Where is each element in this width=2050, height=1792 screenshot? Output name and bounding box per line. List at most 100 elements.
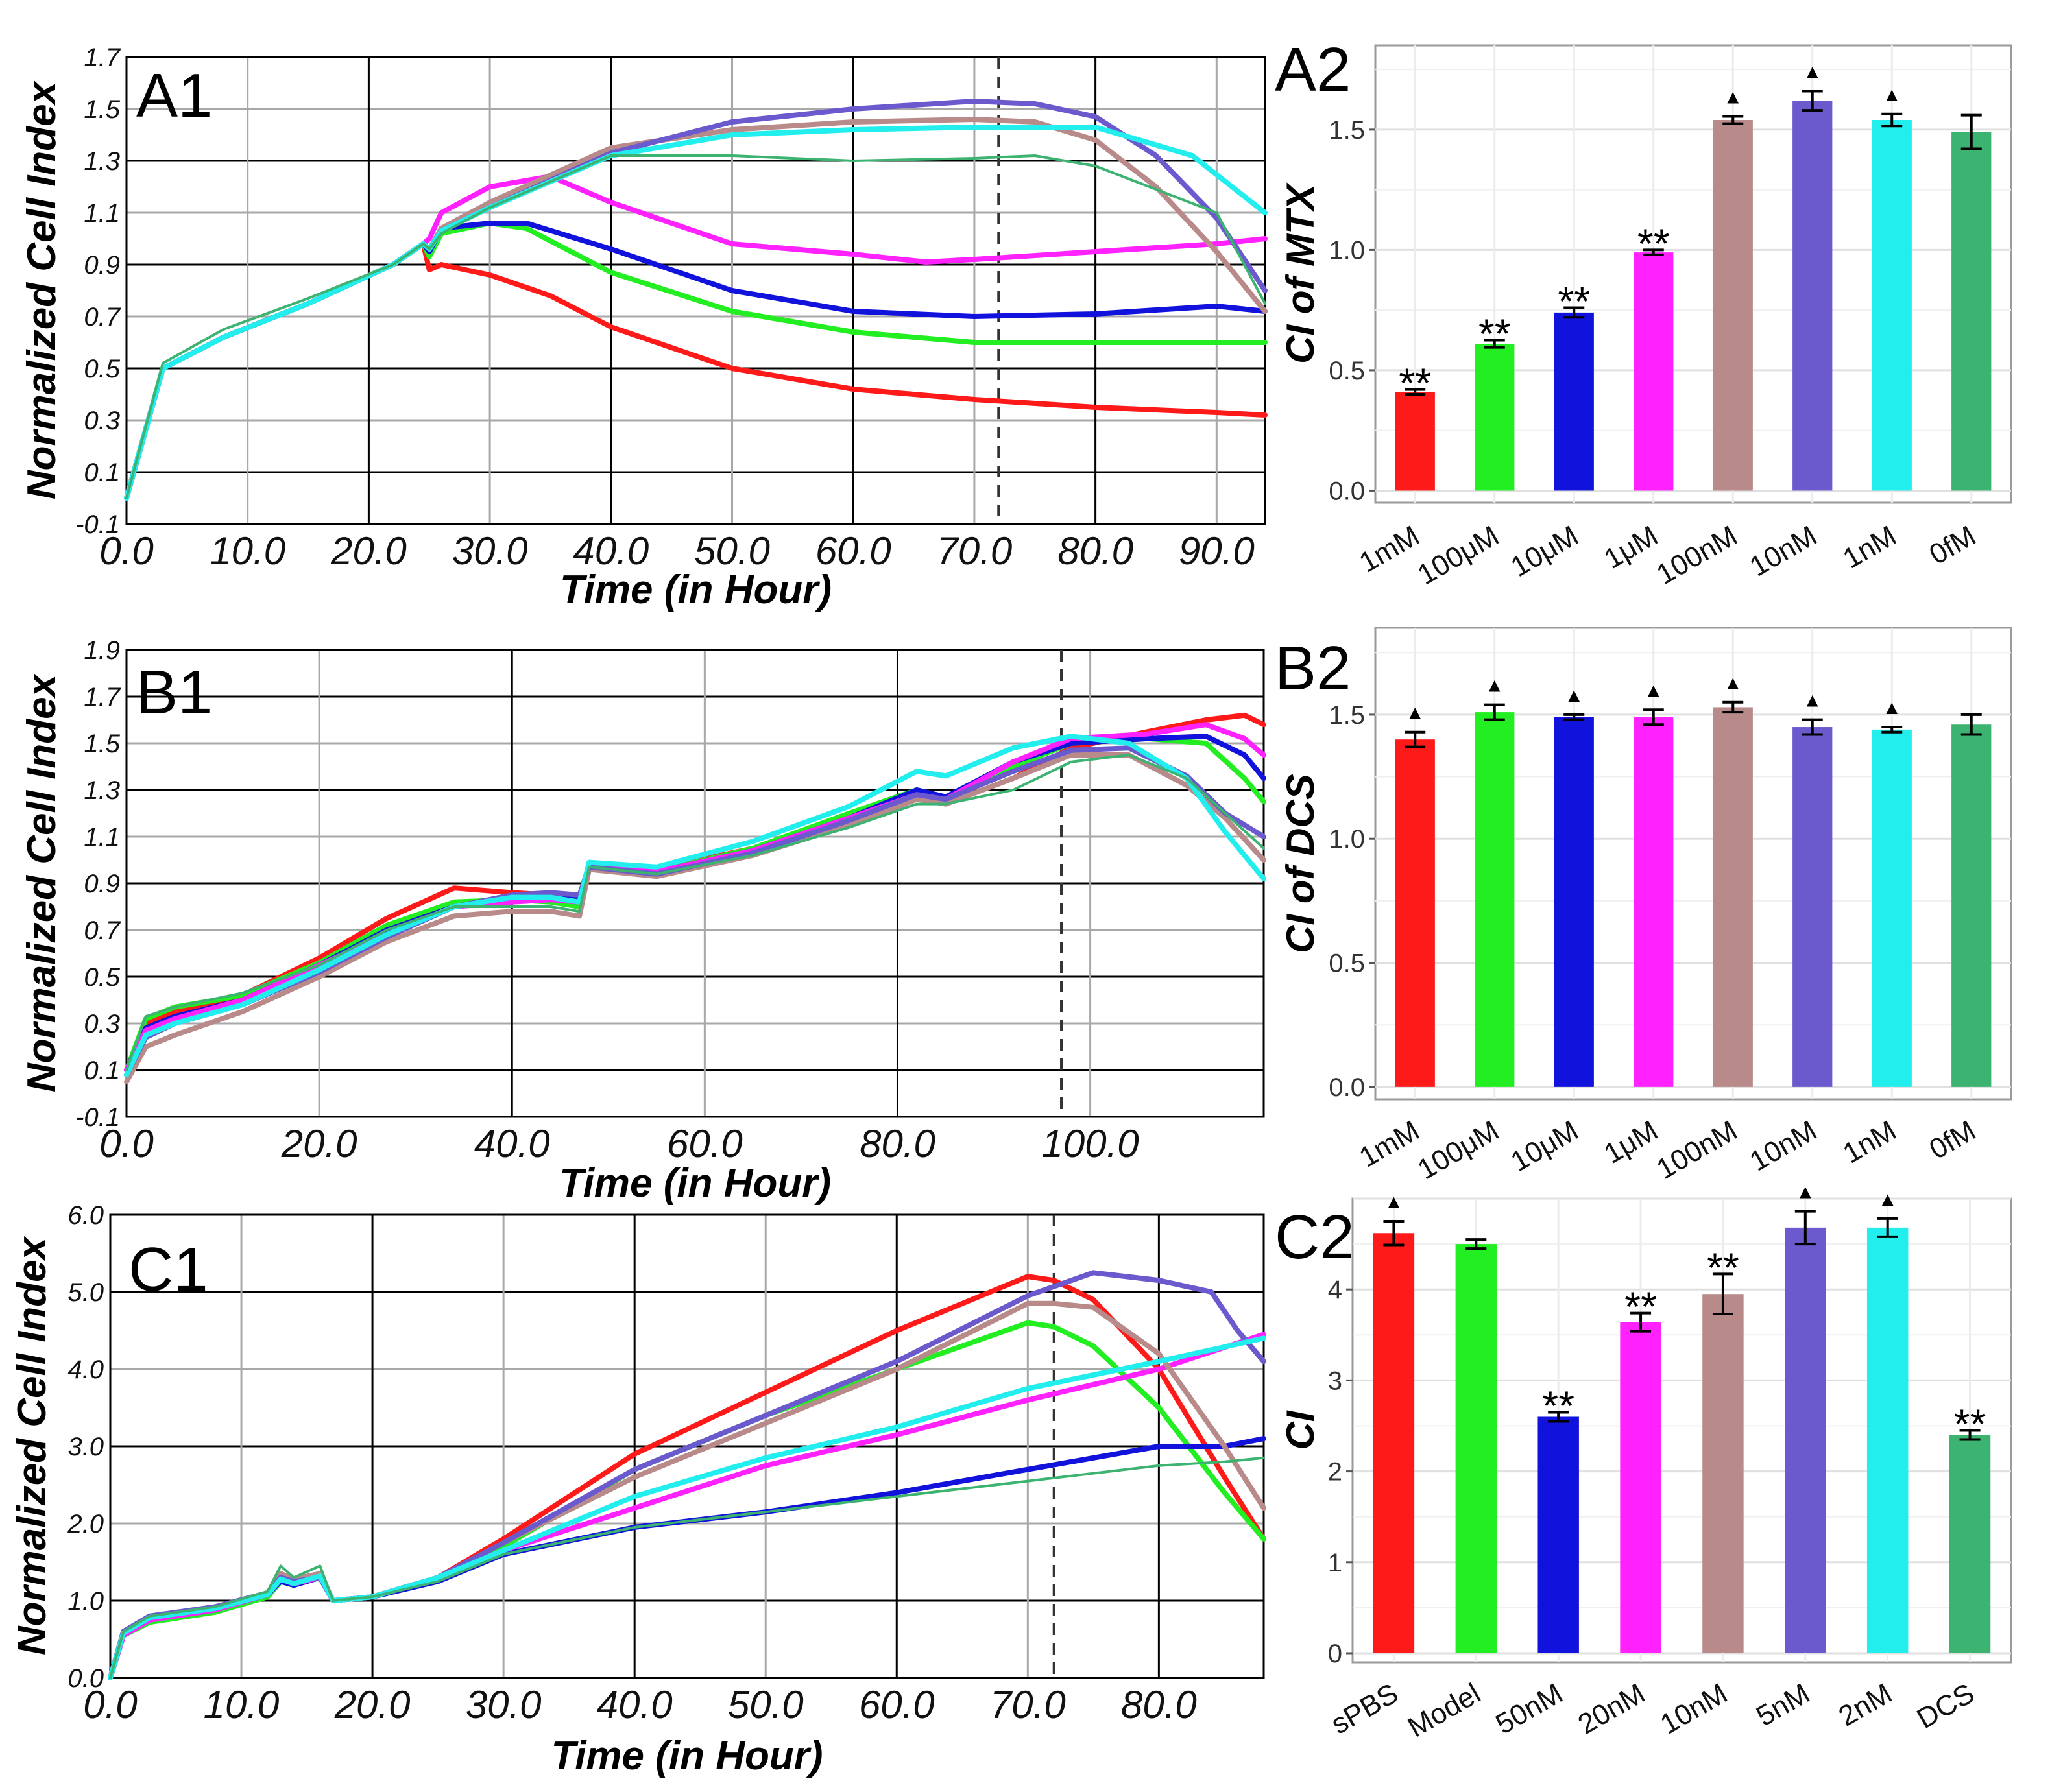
y-tick-label: 2: [1328, 1458, 1342, 1487]
panel-label: C1: [128, 1235, 208, 1304]
panel-label: A2: [1275, 35, 1351, 104]
y-tick-label: 1.5: [1329, 701, 1365, 730]
y-tick-label: 0.5: [84, 355, 120, 383]
bar-50nM: [1538, 1416, 1579, 1653]
bar-100nM: [1713, 120, 1753, 491]
y-tick-label: 1: [1328, 1549, 1342, 1577]
y-tick-label: 0.7: [84, 916, 121, 945]
bar-chart-b2: 0.00.51.01.5 ▲1mM▲100μM▲10μM▲1μM▲100nM▲10…: [1275, 627, 2012, 1186]
y-tick-label: 3: [1328, 1367, 1342, 1395]
significance-stars: **: [1542, 1382, 1574, 1429]
category-label: 2nM: [1833, 1677, 1898, 1732]
y-tick-label: 2.0: [67, 1510, 104, 1538]
category-label: 1mM: [1354, 520, 1425, 579]
x-tick-label: 70.0: [937, 529, 1013, 573]
significance-triangle: ▲: [1644, 680, 1663, 701]
y-tick-label: 0.0: [67, 1664, 104, 1693]
y-tick-label: 0.5: [1329, 950, 1365, 978]
y-tick-label: 0.5: [1329, 357, 1365, 385]
line-chart-a1: -0.1 0.1 0.3 0.5 0.7 0.9 1.1 1.3 1.5 1.7 0.0 10.0 20…: [19, 43, 1268, 612]
y-tick-label: 1.1: [84, 823, 120, 852]
x-tick-label: 0.0: [83, 1683, 137, 1726]
y-axis-title: Normalized Cell Index: [19, 673, 64, 1092]
significance-stars: **: [1558, 278, 1590, 324]
significance-triangle: ▲: [1803, 62, 1822, 83]
x-tick-label: 0.0: [99, 1122, 153, 1165]
x-tick-label: 70.0: [990, 1683, 1066, 1726]
y-tick-label: 6.0: [67, 1201, 104, 1230]
series-line-seagreen: [125, 154, 1266, 499]
category-label: Model: [1403, 1677, 1486, 1743]
plot-area: [1374, 44, 2012, 504]
bar-100μM: [1475, 344, 1515, 491]
y-tick-label: 1.3: [84, 776, 120, 805]
category-label: 100nM: [1651, 1114, 1742, 1186]
bar-1μM: [1634, 717, 1674, 1087]
category-label: 0fM: [1924, 1114, 1981, 1165]
y-tick-label: 1.1: [84, 199, 120, 228]
line-chart-b1: -0.1 0.1 0.3 0.5 0.7 0.9 1.1 1.3 1.5 1.7 1.9 0.0 20.…: [19, 636, 1266, 1206]
x-tick-label: 80.0: [1121, 1683, 1197, 1726]
y-axis-title: CI: [1279, 1410, 1322, 1450]
y-tick-label: -0.1: [75, 510, 120, 539]
bar-1mM: [1395, 392, 1435, 491]
y-tick-label: -0.1: [75, 1103, 120, 1132]
x-axis-title: Time (in Hour): [560, 567, 832, 612]
significance-triangle: ▲: [1878, 1189, 1898, 1210]
significance-triangle: ▲: [1723, 673, 1742, 694]
plot-area: [1374, 627, 2012, 1101]
x-tick-label: 20.0: [281, 1122, 357, 1165]
x-tick-label: 0.0: [99, 529, 153, 573]
category-label: sPBS: [1326, 1677, 1404, 1740]
category-label: 50nM: [1490, 1677, 1568, 1740]
x-tick-label: 30.0: [452, 529, 528, 573]
category-label: 1nM: [1838, 1114, 1902, 1169]
x-axis-title: Time (in Hour): [559, 1161, 831, 1206]
panel-label: C2: [1275, 1202, 1355, 1272]
series-line-seagreen: [125, 754, 1265, 1071]
significance-triangle: ▲: [1882, 84, 1901, 106]
bar-1nM: [1872, 729, 1912, 1087]
y-tick-label: 1.5: [84, 95, 120, 124]
category-label: 100nM: [1651, 520, 1742, 591]
bar-10μM: [1554, 717, 1594, 1087]
category-label: 10μM: [1506, 1114, 1584, 1178]
y-tick-label: 0.5: [84, 963, 120, 992]
bar-100nM: [1713, 707, 1753, 1087]
panel-label: B1: [136, 658, 212, 727]
y-tick-label: 0.7: [84, 303, 121, 331]
y-tick-label: 0.9: [84, 870, 120, 898]
plot-border: [125, 649, 1265, 1118]
y-tick-label: 3.0: [67, 1433, 104, 1461]
x-tick-label: 40.0: [474, 1122, 550, 1165]
significance-triangle: ▲: [1405, 702, 1425, 724]
y-tick-label: 1.0: [67, 1587, 104, 1616]
y-tick-label: 4: [1328, 1276, 1342, 1304]
significance-stars: **: [1637, 220, 1670, 267]
category-label: 100μM: [1412, 520, 1504, 591]
line-chart-c1: 0.0 1.0 2.0 3.0 4.0 5.0 6.0 0.0 10.0 20.0 30.0 40.0…: [10, 1201, 1266, 1778]
y-tick-label: 1.5: [1329, 116, 1365, 145]
x-tick-label: 50.0: [728, 1683, 804, 1726]
bar-DCS: [1949, 1435, 1991, 1653]
bar-sPBS: [1373, 1233, 1415, 1653]
y-tick-label: 1.3: [84, 147, 120, 176]
y-tick-label: 0.0: [1329, 477, 1365, 505]
category-label: 20nM: [1573, 1677, 1650, 1740]
x-tick-label: 10.0: [210, 529, 285, 573]
x-tick-label: 80.0: [860, 1122, 935, 1165]
x-tick-label: 40.0: [597, 1683, 673, 1726]
category-label: 100μM: [1412, 1114, 1504, 1186]
bar-1mM: [1395, 739, 1435, 1087]
y-tick-label: 0.1: [84, 459, 120, 487]
y-tick-label: 0: [1328, 1640, 1342, 1668]
y-tick-label: 0.0: [1329, 1073, 1365, 1102]
panel-label: B2: [1275, 634, 1351, 703]
y-tick-label: 0.3: [84, 407, 120, 435]
significance-triangle: ▲: [1882, 697, 1901, 719]
y-tick-label: 1.7: [84, 683, 121, 711]
plot-border: [109, 1213, 1265, 1679]
category-label: 1mM: [1354, 1114, 1425, 1173]
y-tick-label: 1.7: [84, 43, 121, 72]
